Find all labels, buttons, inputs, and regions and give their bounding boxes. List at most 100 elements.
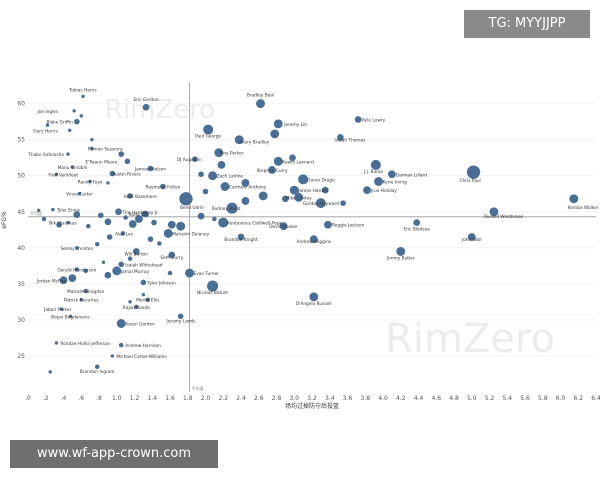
data-point [197,212,205,220]
point-label: Tobias Harris [68,87,97,93]
data-point [340,200,346,206]
data-point [94,364,100,370]
point-label: Nicolas Batum [197,290,228,296]
point-label: James Harden [297,188,328,194]
watermark-tag: TG: MYYJJPP [464,10,590,38]
data-point [101,260,106,264]
x-tick-label: 3.8 [360,395,370,402]
x-tick-label: 4.4 [414,395,424,402]
data-point [128,300,132,304]
data-point [132,248,140,255]
data-point [74,118,80,125]
point-label: Blake Griffin [47,120,74,126]
data-point [207,280,219,292]
data-point [167,270,173,276]
data-point [177,313,184,320]
data-point [97,212,104,219]
data-point [256,99,265,109]
data-point [118,261,124,268]
point-labels: Tobias Harris Bradley Beal Eric Gordon Joe … [27,87,598,374]
x-tick-label: 1.4 [147,395,157,402]
data-point [116,319,126,328]
point-label: Chris Paul [460,178,481,184]
x-axis-label: 场均过掉防守后投篮 [285,402,339,410]
y-tick-label: 35 [17,281,25,288]
y-tick-label: 55 [17,137,25,144]
x-tick-label: 1.8 [183,395,193,402]
point-label: Manu Ginobili [58,165,87,171]
data-point [203,124,214,135]
data-point [54,172,59,176]
data-point [128,220,137,228]
x-tick-label: .2 [43,395,49,402]
data-point [83,288,88,294]
data-point [81,94,85,99]
data-point [118,342,124,348]
point-label: Devin Booker [269,224,298,230]
point-label: Kentavious Caldwell-Pope [227,221,282,227]
x-tick-label: 6.2 [573,395,583,402]
point-label: Reggie Jackson [332,223,365,229]
data-point [354,116,362,123]
point-label: Michael Carter-Williams [116,354,167,360]
point-label: Damian Lillard [396,172,427,178]
data-point [45,123,50,127]
point-label: Randy Foye [78,179,103,185]
point-label: D'Angelo Russell [296,301,332,307]
data-point [109,170,116,177]
watermark-url: www.wf-app-crown.com [10,440,218,468]
point-label: Isaiah Whitehead [125,262,163,268]
data-point [134,304,139,310]
x-tick-label: 5.6 [520,395,530,402]
point-label: Patrick Beverley [64,298,99,304]
data-point [212,216,217,222]
data-point [315,198,326,209]
background-watermark-top: RimZero [105,95,215,125]
data-point [127,193,133,199]
data-point [163,228,173,238]
data-point [90,137,94,142]
x-tick-label: 2.6 [254,395,264,402]
point-label: Alex Len [115,231,134,237]
y-tick-label: 50 [17,173,25,180]
data-point [241,179,250,187]
point-label: Jeremy Lamb [166,318,196,324]
data-point [123,215,128,220]
data-point [179,192,193,206]
data-point [363,186,371,195]
data-point [298,174,309,185]
data-point [273,156,283,166]
x-average-label: 平均值 [192,385,204,391]
data-point [198,171,204,178]
data-point [90,146,94,151]
point-label: Jrue Holiday [370,188,397,194]
x-tick-label: 2.4 [236,395,246,402]
data-point [118,151,124,157]
point-label: Tony Parker [218,151,244,157]
data-point [202,188,209,195]
data-point [192,156,198,162]
point-label: Russell Westbrook [484,214,524,220]
point-label: Paul George [195,134,221,140]
x-tick-label: 4.0 [378,395,388,402]
x-tick-label: 1.0 [112,395,122,402]
data-point [127,256,133,261]
data-point [104,271,112,279]
data-point [51,207,55,212]
x-tick-label: 3.4 [325,395,335,402]
point-label: Thabo Sefolosha [27,152,64,158]
point-label: Avery Bradley [239,140,269,146]
y-tick-label: 30 [17,317,25,324]
point-label: Jabari Parker [43,307,71,313]
data-point [68,314,73,319]
point-label: Evan Turner [194,271,220,277]
point-label: Will Barton [125,251,149,257]
data-point [214,148,224,158]
data-point [59,276,68,285]
data-point [145,297,151,302]
x-tick-label: 1.2 [130,395,140,402]
y-tick-label: 40 [17,245,25,252]
data-point [234,135,244,145]
point-label: Tyler Ennis [56,208,81,214]
point-label: Aaron Gordon [125,322,155,328]
